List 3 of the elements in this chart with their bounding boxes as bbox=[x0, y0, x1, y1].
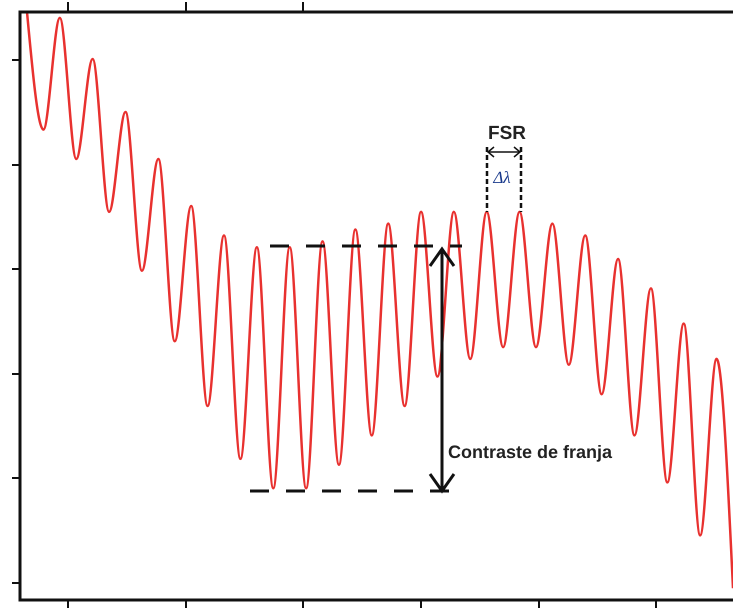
annotation: FSR bbox=[488, 123, 526, 144]
annotation: Δλ bbox=[492, 168, 511, 187]
annotation: Contraste de franja bbox=[448, 442, 614, 462]
